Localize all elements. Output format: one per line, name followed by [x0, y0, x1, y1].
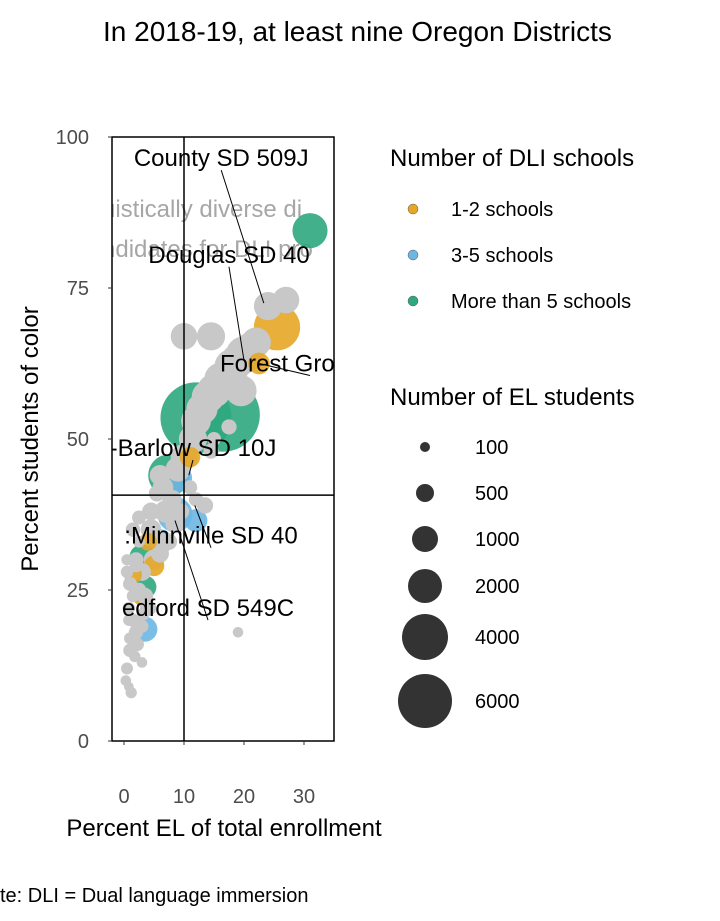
legend-size-swatch	[408, 569, 442, 603]
district-label: -Barlow SD 10J	[110, 435, 277, 462]
data-point	[123, 681, 134, 692]
data-point	[121, 662, 133, 675]
data-point	[135, 619, 149, 633]
district-label: Douglas SD 40	[148, 242, 309, 269]
annotation-line-1: uistically diverse di	[102, 196, 302, 223]
label-leader-line	[258, 363, 311, 376]
legend-size-label: 4000	[475, 627, 520, 649]
label-leader-line	[174, 520, 209, 621]
annotation-line-2: ndidates for DLI pro	[102, 236, 313, 263]
data-point	[221, 419, 237, 435]
data-point	[122, 601, 136, 615]
y-tick-label: 75	[67, 278, 89, 300]
data-point	[125, 522, 141, 537]
data-point	[124, 577, 136, 590]
legend-color: 1-2 schools 3-5 schools More than 5 school…	[407, 199, 631, 313]
chart-title: In 2018-19, at least nine Oregon Distric…	[103, 16, 612, 47]
data-point	[172, 503, 190, 520]
district-label: Forest Grove SD	[220, 351, 400, 378]
district-label: edford SD 549C	[122, 595, 294, 622]
data-point	[126, 589, 140, 603]
legend-color-swatch	[407, 295, 419, 307]
annotation-layer: uistically diverse di ndidates for DLI p…	[102, 196, 313, 263]
legend-size-label: 6000	[475, 691, 520, 713]
label-leader-line	[194, 505, 212, 548]
data-point	[136, 657, 148, 668]
data-point	[139, 532, 157, 551]
legend-color-label: 3-5 schools	[451, 245, 553, 267]
data-point	[151, 544, 169, 563]
legend-color-label: 1-2 schools	[451, 199, 553, 221]
legend-color-title: Number of DLI schools	[390, 145, 634, 172]
y-tick-label: 0	[78, 731, 89, 753]
legend-size-label: 100	[475, 437, 508, 459]
data-point	[132, 510, 146, 525]
data-point	[133, 535, 145, 548]
x-axis-ticks: 0 10 20 30	[118, 741, 315, 808]
data-point	[188, 492, 204, 507]
data-point	[179, 446, 201, 468]
data-point	[232, 626, 244, 638]
legend-size-title: Number of EL students	[390, 384, 635, 411]
data-point	[124, 632, 136, 645]
legend-size: 100 500 1000 2000 4000 6000	[398, 437, 520, 728]
district-label: County SD 509J	[134, 145, 309, 172]
data-point	[148, 485, 166, 502]
x-axis-label: Percent EL of total enrollment	[66, 815, 382, 842]
data-point	[142, 502, 160, 521]
data-point	[182, 480, 198, 495]
y-axis-ticks: 0 25 50 75 100	[56, 127, 112, 753]
data-point	[272, 286, 300, 314]
data-point	[149, 464, 171, 486]
data-point	[129, 650, 141, 663]
points-layer	[120, 213, 328, 699]
legend-size-label: 500	[475, 483, 508, 505]
label-leader-line	[188, 459, 194, 476]
legend-color-swatch	[407, 203, 419, 215]
caption: te: DLI = Dual language immersion	[0, 885, 309, 907]
data-point	[241, 327, 271, 358]
data-point	[292, 213, 328, 249]
legend-size-label: 2000	[475, 576, 520, 598]
data-point	[123, 614, 135, 626]
district-label: :Minnville SD 40	[124, 523, 297, 550]
y-tick-label: 50	[67, 429, 89, 451]
legend-size-swatch	[402, 614, 448, 660]
y-axis-label: Percent students of color	[17, 306, 44, 571]
data-point	[196, 322, 226, 351]
reference-lines	[112, 137, 334, 741]
legend-color-swatch	[407, 249, 419, 261]
data-point	[129, 559, 143, 573]
data-point	[211, 363, 241, 394]
legend-size-swatch	[398, 674, 452, 728]
x-tick-label: 10	[173, 786, 195, 808]
legend-size-swatch	[412, 526, 438, 552]
x-tick-label: 0	[118, 786, 129, 808]
plot-area: uistically diverse di ndidates for DLI p…	[102, 136, 400, 742]
legend-size-label: 1000	[475, 529, 520, 551]
legend-size-swatch	[420, 442, 430, 452]
label-leader-line	[228, 266, 245, 361]
y-tick-label: 25	[67, 580, 89, 602]
data-point	[203, 443, 219, 459]
legend-color-label: More than 5 schools	[451, 291, 631, 313]
x-tick-label: 30	[293, 786, 315, 808]
legend-size-swatch	[416, 484, 434, 502]
label-leader-line	[220, 169, 265, 304]
data-point	[121, 554, 133, 566]
data-point	[120, 565, 134, 579]
data-point	[207, 432, 221, 446]
x-tick-label: 20	[233, 786, 255, 808]
district-labels: County SD 509J Douglas SD 40 Forest Grove …	[110, 145, 400, 622]
data-point	[136, 607, 150, 621]
data-point	[184, 509, 208, 532]
y-tick-label: 100	[56, 127, 89, 149]
data-point	[160, 533, 178, 550]
